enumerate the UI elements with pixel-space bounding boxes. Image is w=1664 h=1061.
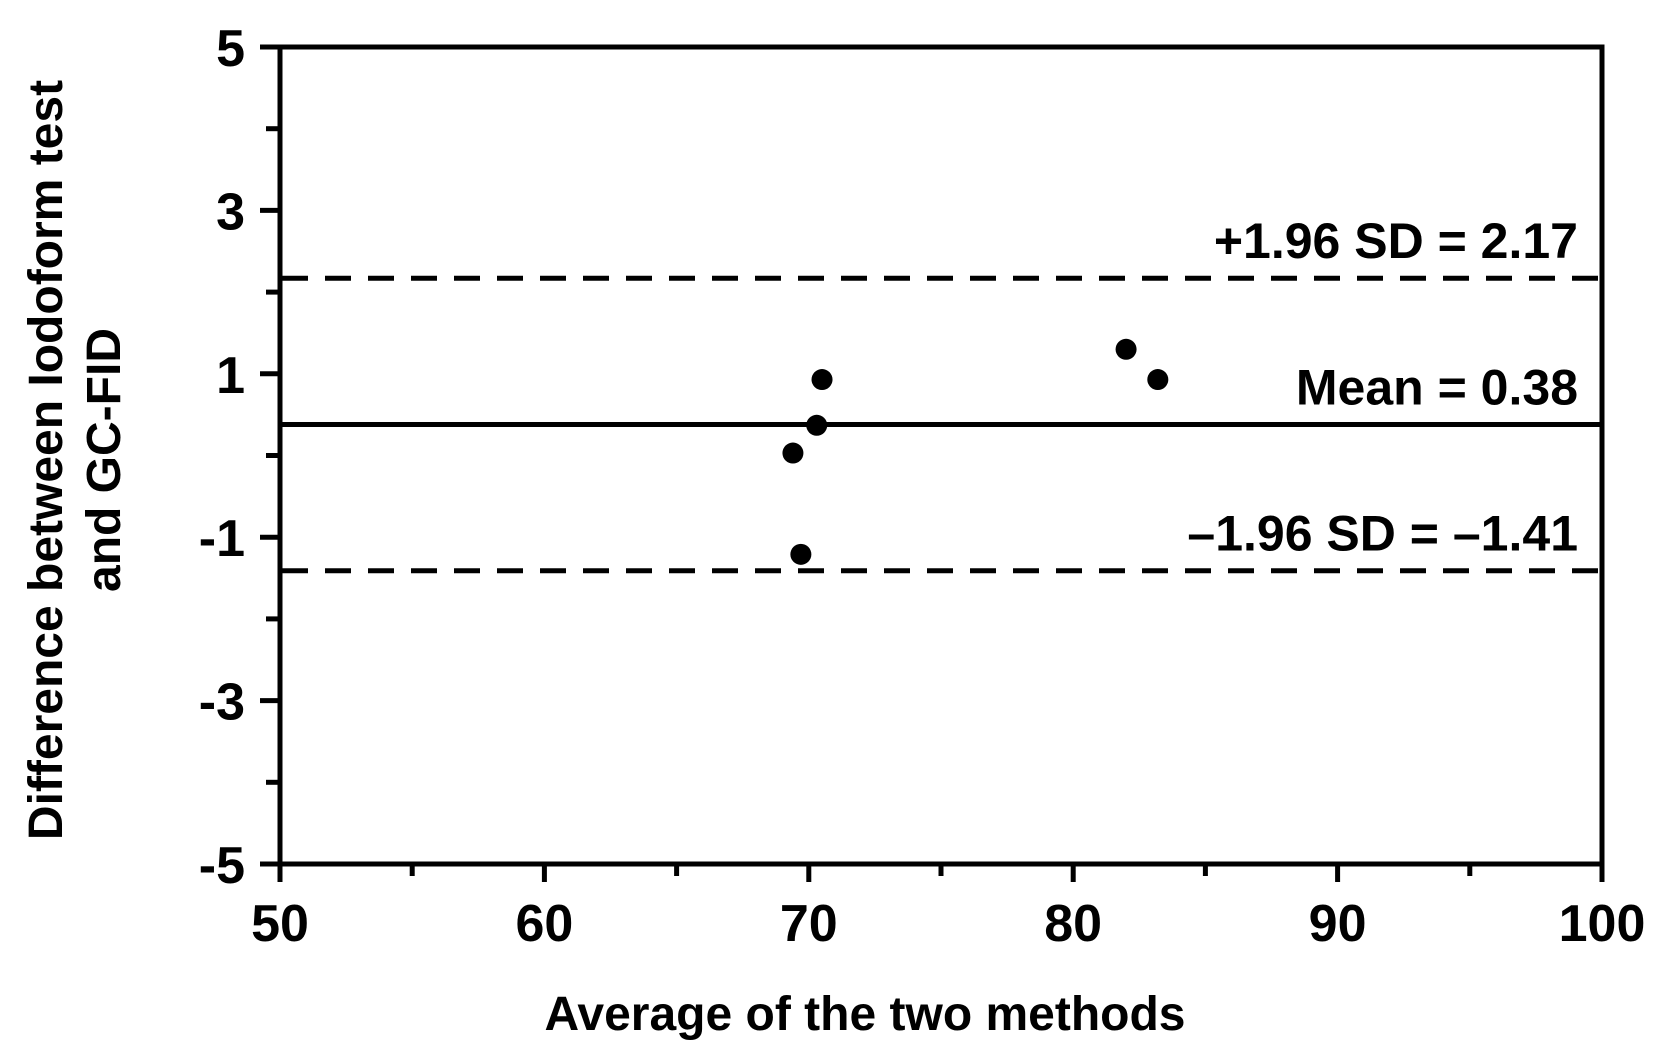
y-axis-tick-label: 3 <box>216 183 245 241</box>
upper-loa-label: +1.96 SD = 2.17 <box>1214 213 1578 269</box>
data-point <box>790 543 812 565</box>
data-points-layer <box>782 338 1169 565</box>
mean-line-label: Mean = 0.38 <box>1296 359 1578 415</box>
x-axis-tick-label: 70 <box>780 895 838 953</box>
data-point <box>806 414 828 436</box>
x-axis-title: Average of the two methods <box>545 988 1186 1041</box>
x-axis-tick-label: 90 <box>1309 895 1367 953</box>
y-axis-tick-label: 1 <box>216 347 245 405</box>
data-point <box>1147 369 1169 391</box>
y-axis-title-line-2: and GC-FID <box>78 328 131 592</box>
y-axis-tick-label: -5 <box>199 837 245 895</box>
y-axis-tick-label: -3 <box>199 674 245 732</box>
plot-frame-layer: 50 60 70 80 90 100 5 3 1 -1 -3 -5 <box>199 20 1646 953</box>
data-point <box>811 369 833 391</box>
x-axis-tick-label: 50 <box>251 895 309 953</box>
data-point <box>1115 338 1137 360</box>
x-axis-tick-label: 60 <box>515 895 573 953</box>
lower-loa-label: –1.96 SD = –1.41 <box>1187 506 1578 562</box>
reference-lines-layer <box>282 275 1600 574</box>
data-point <box>782 442 804 464</box>
y-axis-tick-label: 5 <box>216 20 245 78</box>
x-axis-tick-label: 80 <box>1044 895 1102 953</box>
y-axis-title-line-1: Difference between Iodoform test <box>20 80 73 840</box>
x-axis-tick-label: 100 <box>1559 895 1646 953</box>
plot-border <box>277 44 1605 867</box>
y-axis-tick-label: -1 <box>199 510 245 568</box>
